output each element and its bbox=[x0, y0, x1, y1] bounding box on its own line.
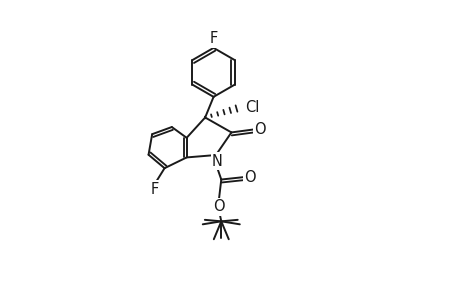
Text: O: O bbox=[213, 200, 224, 214]
Text: F: F bbox=[150, 182, 158, 196]
Text: N: N bbox=[212, 154, 222, 169]
Text: F: F bbox=[209, 32, 217, 46]
Text: Cl: Cl bbox=[244, 100, 259, 116]
Text: O: O bbox=[254, 122, 266, 137]
Text: O: O bbox=[244, 169, 256, 184]
